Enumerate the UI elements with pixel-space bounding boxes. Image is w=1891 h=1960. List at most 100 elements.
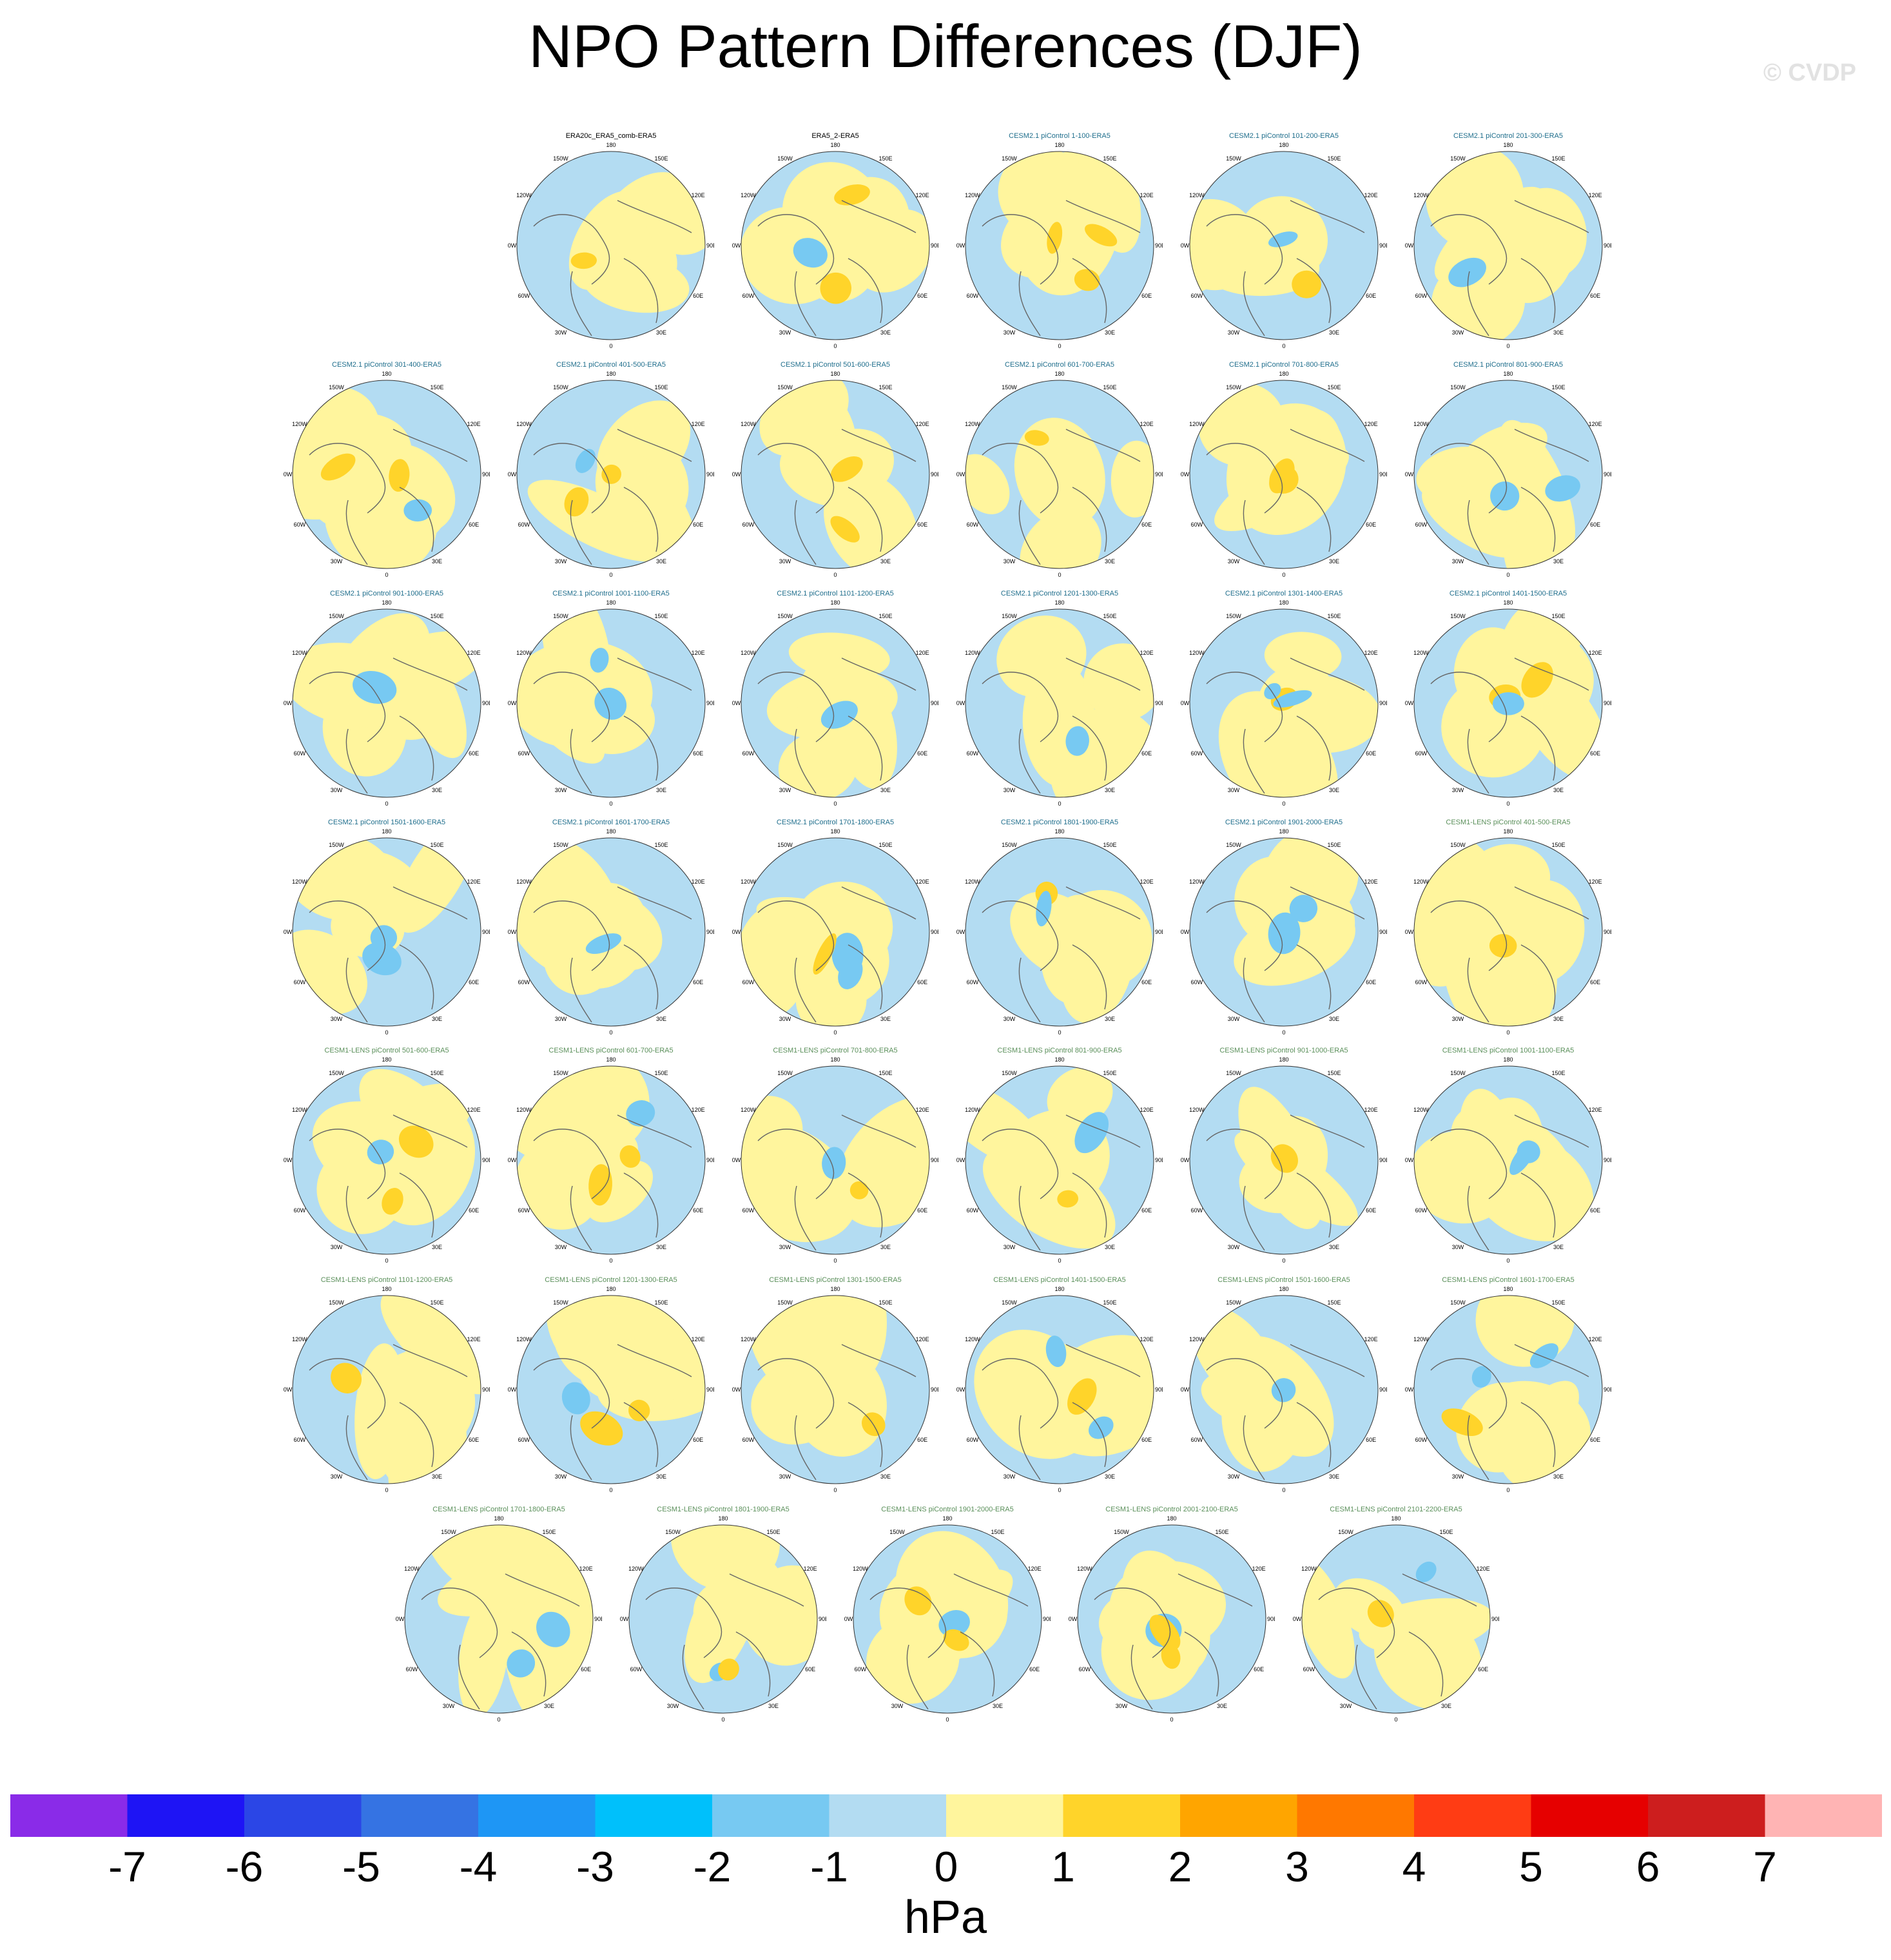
anomaly-region	[585, 933, 622, 955]
longitude-label: 120E	[1364, 192, 1378, 199]
longitude-label: 30W	[1452, 1244, 1464, 1250]
longitude-label: 150W	[777, 384, 793, 391]
polar-map: 180 150E 120E 90E 60E 30E 0 30W 60W 90W 120W 150W	[396, 1515, 602, 1723]
longitude-label: 30W	[443, 1703, 455, 1709]
longitude-label: 90W	[732, 1386, 741, 1393]
contour-region	[1110, 440, 1154, 518]
longitude-label: 60E	[917, 979, 927, 985]
contour-region	[1109, 1560, 1227, 1650]
contour-region	[527, 480, 666, 562]
anomaly-region	[588, 1164, 612, 1206]
coastline	[1206, 200, 1365, 336]
longitude-label: 150E	[1551, 613, 1565, 619]
longitude-label: 60W	[294, 750, 306, 757]
longitude-label: 90W	[284, 1386, 293, 1393]
longitude-label: 30E	[656, 1016, 666, 1022]
panel-title: CESM1-LENS piControl 1901-2000-ERA5	[881, 1506, 1014, 1513]
longitude-label: 30W	[331, 787, 343, 793]
anomaly-region	[398, 1125, 434, 1158]
anomaly-region	[1149, 1615, 1181, 1651]
contour-region	[324, 463, 438, 568]
longitude-label: 0	[385, 1257, 388, 1264]
longitude-label: 90W	[732, 471, 741, 478]
anomaly-region	[564, 487, 589, 517]
longitude-label: 150W	[329, 613, 344, 619]
map-border	[516, 1065, 706, 1255]
longitude-label: 60W	[742, 1437, 755, 1443]
map-panel: CESM2.1 piControl 1701-1800-ERA5 180 150E 1…	[732, 819, 938, 1051]
longitude-label: 90E	[1491, 1616, 1499, 1622]
longitude-label: 30E	[1441, 1703, 1451, 1709]
anomaly-region	[1545, 475, 1580, 502]
longitude-label: 180	[1054, 599, 1064, 606]
longitude-label: 30E	[656, 1473, 666, 1480]
longitude-label: 60E	[693, 521, 703, 528]
panel-title: CESM2.1 piControl 1901-2000-ERA5	[1225, 819, 1343, 826]
longitude-label: 30E	[880, 1016, 891, 1022]
longitude-label: 60E	[1366, 979, 1376, 985]
longitude-label: 30E	[432, 1244, 442, 1250]
longitude-label: 150W	[553, 842, 568, 848]
longitude-label: 30E	[432, 787, 442, 793]
longitude-label: 30E	[1105, 558, 1115, 565]
longitude-label: 30E	[432, 558, 442, 565]
map-panel: CESM2.1 piControl 1-100-ERA5 180 150E 120E 9…	[956, 132, 1163, 364]
panel-title: CESM2.1 piControl 501-600-ERA5	[781, 361, 890, 369]
longitude-label: 120E	[692, 421, 705, 427]
longitude-label: 90W	[1181, 1157, 1190, 1163]
longitude-label: 120W	[741, 192, 756, 199]
coastline	[982, 200, 1141, 336]
polar-map: 180 150E 120E 90E 60E 30E 0 30W 60W 90W 120W 150W	[1181, 828, 1387, 1036]
longitude-label: 180	[830, 599, 840, 606]
map-panel: CESM2.1 piControl 1601-1700-ERA5 180 150E 1…	[508, 819, 714, 1051]
longitude-label: 120W	[965, 650, 980, 656]
panel-title: CESM2.1 piControl 701-800-ERA5	[1229, 361, 1339, 369]
anomaly-region	[626, 1100, 655, 1127]
polar-map: 180 150E 120E 90E 60E 30E 0 30W 60W 90W 120W 150W	[1181, 142, 1387, 349]
contour-region	[581, 253, 690, 313]
panel-title: CESM2.1 piControl 401-500-ERA5	[556, 361, 666, 369]
longitude-label: 180	[1279, 142, 1288, 148]
longitude-label: 30W	[1004, 1244, 1016, 1250]
contour-region	[1020, 508, 1101, 568]
longitude-label: 90W	[844, 1616, 853, 1622]
longitude-label: 90W	[956, 471, 965, 478]
longitude-label: 60E	[1141, 293, 1152, 299]
longitude-label: 30E	[1105, 1016, 1115, 1022]
longitude-label: 120E	[1364, 1336, 1378, 1343]
colorbar-swatch	[478, 1794, 596, 1837]
colorbar-swatch	[1297, 1794, 1414, 1837]
longitude-label: 30W	[331, 1473, 343, 1480]
longitude-label: 90E	[1155, 929, 1163, 935]
contour-region	[1498, 1381, 1579, 1474]
longitude-label: 90W	[732, 700, 741, 706]
longitude-label: 120E	[1028, 1566, 1042, 1572]
longitude-label: 120E	[916, 1336, 929, 1343]
colorbar-swatch	[10, 1794, 128, 1837]
longitude-label: 150W	[1002, 1299, 1017, 1306]
anomaly-region	[382, 1188, 403, 1215]
polar-map: 180 150E 120E 90E 60E 30E 0 30W 60W 90W 120W 150W	[284, 371, 490, 578]
longitude-label: 150W	[777, 842, 793, 848]
map-border	[965, 837, 1154, 1027]
longitude-label: 60E	[805, 1666, 815, 1673]
longitude-label: 180	[606, 1056, 616, 1063]
longitude-label: 60E	[917, 1207, 927, 1214]
longitude-label: 30W	[331, 558, 343, 565]
longitude-label: 120W	[1413, 878, 1429, 885]
longitude-label: 60E	[693, 1207, 703, 1214]
longitude-label: 120E	[1140, 878, 1154, 885]
longitude-label: 30E	[880, 1244, 891, 1250]
map-panel: CESM1-LENS piControl 501-600-ERA5 180 150E…	[284, 1047, 490, 1279]
anomaly-region	[1529, 1343, 1558, 1368]
polar-map: 180 150E 120E 90E 60E 30E 0 30W 60W 90W 120W 150W	[732, 1056, 938, 1264]
polar-map: 180 150E 120E 90E 60E 30E 0 30W 60W 90W 120W 150W	[732, 599, 938, 807]
figure-title: NPO Pattern Differences (DJF)	[529, 12, 1362, 80]
longitude-label: 150W	[553, 384, 568, 391]
coastline	[757, 886, 916, 1023]
contour-region	[380, 1295, 481, 1395]
longitude-label: 120E	[1252, 1566, 1266, 1572]
longitude-label: 150W	[329, 1299, 344, 1306]
longitude-label: 60W	[855, 1666, 867, 1673]
coastline	[757, 200, 916, 336]
